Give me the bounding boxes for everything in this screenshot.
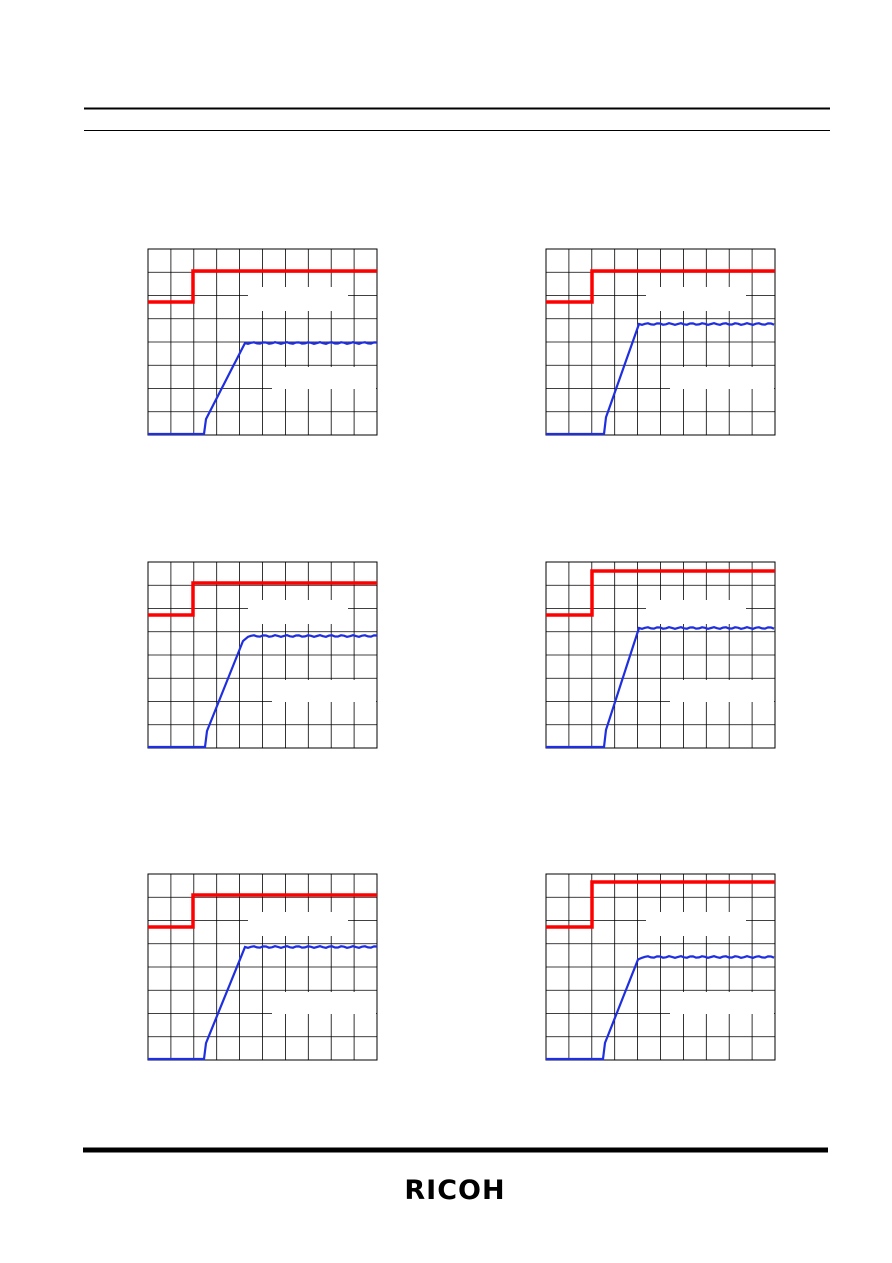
label-mask — [272, 680, 376, 702]
trace-red — [148, 269, 377, 304]
logo: RICOH — [404, 1175, 505, 1206]
plot-frame — [545, 873, 776, 1061]
trace-blue — [148, 945, 378, 1061]
scope-plot — [545, 873, 776, 1061]
trace-red — [148, 893, 377, 929]
scope-plot — [545, 248, 776, 436]
label-mask — [248, 912, 348, 936]
label-mask — [272, 367, 376, 389]
plot-frame — [545, 561, 776, 749]
plot-frame — [147, 873, 378, 1061]
label-mask — [248, 287, 348, 311]
plot-frame — [545, 248, 776, 436]
label-mask — [248, 600, 348, 624]
label-mask — [646, 600, 746, 624]
label-mask — [646, 287, 746, 311]
trace-red — [148, 581, 377, 617]
label-mask — [646, 912, 746, 936]
trace-red — [546, 569, 775, 617]
scope-plot — [147, 561, 378, 749]
trace-blue — [148, 634, 378, 749]
trace-red — [546, 269, 775, 304]
trace-red — [546, 880, 775, 929]
trace-blue — [546, 626, 775, 749]
label-mask — [272, 992, 376, 1014]
scope-plot — [147, 873, 378, 1061]
trace-blue — [546, 322, 775, 436]
plot-frame — [147, 561, 378, 749]
label-mask — [670, 367, 774, 389]
scope-plot — [147, 248, 378, 436]
trace-blue — [546, 955, 775, 1061]
trace-blue — [148, 341, 378, 436]
scope-plot — [545, 561, 776, 749]
label-mask — [670, 680, 774, 702]
label-mask — [670, 992, 774, 1014]
